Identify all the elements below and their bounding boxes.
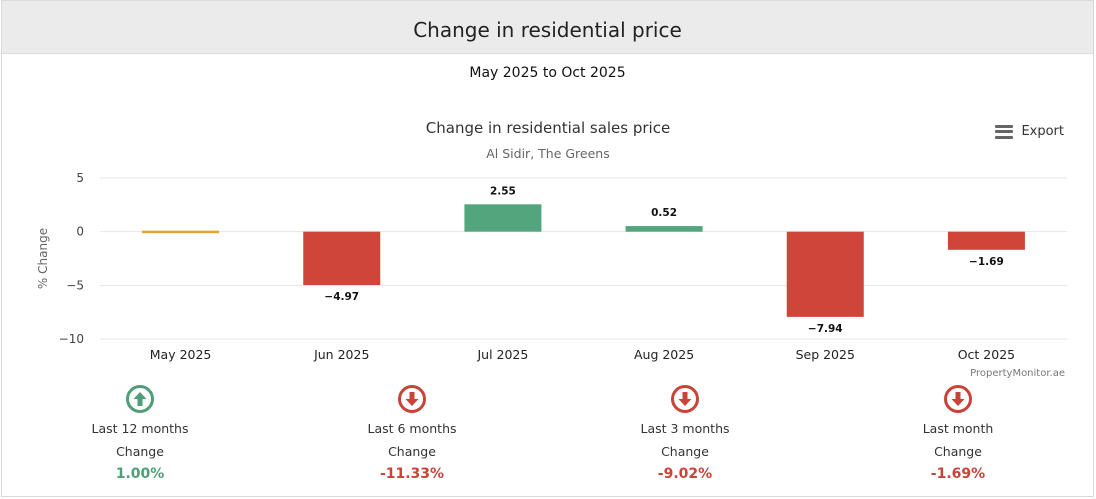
data-label: −4.97: [324, 291, 359, 303]
stat-card: Last 6 months Change -11.33%: [322, 384, 502, 482]
y-tick-label: −10: [59, 332, 84, 346]
x-tick-label: Aug 2025: [634, 347, 694, 362]
y-tick-label: 0: [76, 225, 84, 239]
x-tick-label: May 2025: [150, 347, 212, 362]
stat-card: Last 12 months Change 1.00%: [50, 384, 230, 482]
data-label: −1.69: [969, 256, 1004, 268]
bar: [464, 204, 542, 232]
y-tick-label: −5: [66, 278, 84, 292]
menu-icon: [995, 124, 1014, 139]
stat-label: Change: [934, 444, 982, 459]
card-header: Change in residential price: [2, 1, 1093, 54]
chart-subtitle: Al Sidir, The Greens: [486, 146, 610, 161]
data-label: 0.52: [651, 207, 677, 219]
stat-label: Change: [116, 444, 164, 459]
arrow-down-circle-icon: [944, 385, 972, 413]
chart-title: Change in residential sales price: [426, 119, 670, 137]
x-tick-label: Sep 2025: [796, 347, 855, 362]
bar: [303, 231, 381, 286]
stat-label: Change: [661, 444, 709, 459]
data-label: −7.94: [808, 323, 843, 335]
stat-period: Last month: [922, 421, 994, 436]
export-button[interactable]: Export: [995, 124, 1064, 139]
arrow-up-circle-icon: [126, 385, 154, 413]
stat-value: -1.69%: [930, 466, 986, 482]
stat-value: -9.02%: [657, 466, 713, 482]
x-tick-label: Jul 2025: [476, 347, 528, 362]
date-range: May 2025 to Oct 2025: [469, 65, 626, 81]
stat-period: Last 6 months: [367, 421, 457, 436]
stat-period: Last 12 months: [91, 421, 189, 436]
stat-card: Last month Change -1.69%: [868, 384, 1048, 482]
bar: [947, 231, 1025, 250]
x-tick-label: Jun 2025: [313, 347, 369, 362]
y-axis-label: % Change: [36, 228, 50, 289]
stat-card: Last 3 months Change -9.02%: [595, 384, 775, 482]
bar: [786, 231, 864, 317]
credit-label: PropertyMonitor.ae: [970, 368, 1065, 379]
bar-chart: Change in residential sales price Al Sidi…: [36, 119, 1067, 379]
arrow-down-circle-icon: [671, 385, 699, 413]
stat-value: -11.33%: [379, 466, 445, 482]
stat-label: Change: [388, 444, 436, 459]
bar: [142, 230, 220, 234]
bar: [625, 226, 703, 232]
y-tick-label: 5: [76, 171, 84, 185]
data-label: 2.55: [490, 185, 516, 197]
export-label: Export: [1021, 124, 1064, 139]
arrow-down-circle-icon: [398, 385, 426, 413]
stat-period: Last 3 months: [640, 421, 730, 436]
card-title: Change in residential price: [413, 18, 682, 42]
stat-value: 1.00%: [115, 466, 165, 482]
x-tick-label: Oct 2025: [958, 347, 1015, 362]
